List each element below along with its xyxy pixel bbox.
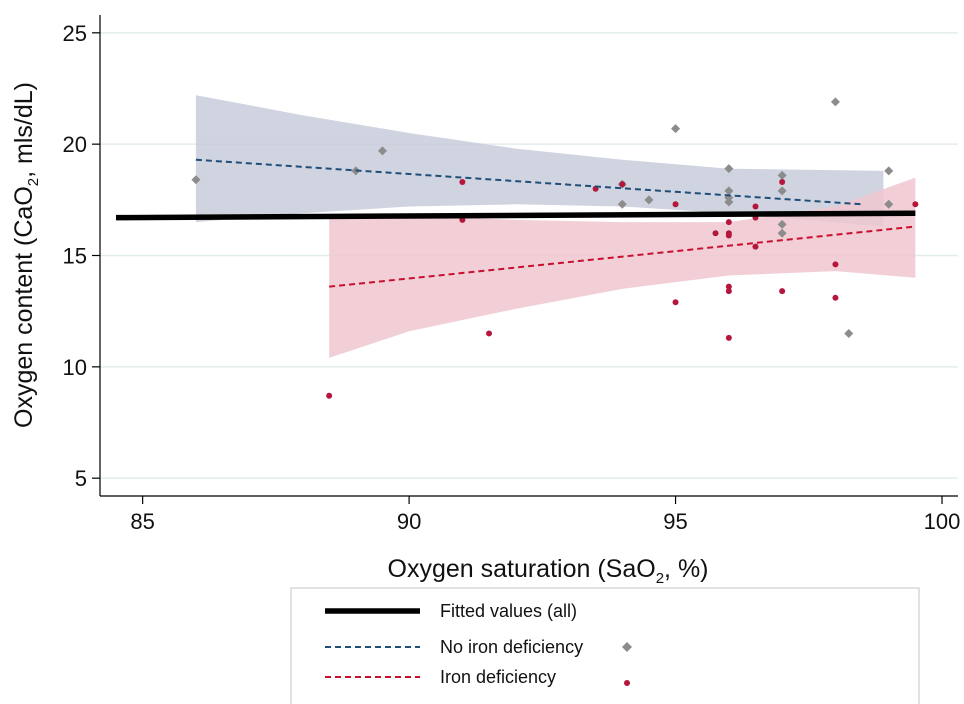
y-tick-label-5: 5 xyxy=(75,466,87,491)
fitted-line-fitted-values-all xyxy=(115,210,916,221)
point-no-iron-deficiency-16 xyxy=(844,328,854,338)
point-iron-deficiency-19 xyxy=(779,288,786,295)
legend-marker-no-iron xyxy=(622,642,632,652)
point-iron-deficiency-5 xyxy=(619,181,626,188)
y-tick-label-25: 25 xyxy=(63,21,87,46)
point-iron-deficiency-18 xyxy=(779,179,786,186)
x-axis-title-main: Oxygen saturation (SaO xyxy=(388,555,656,583)
point-iron-deficiency-6 xyxy=(672,201,679,208)
point-no-iron-deficiency-11 xyxy=(777,170,787,180)
x-tick-label-95: 95 xyxy=(663,509,687,534)
point-iron-deficiency-11 xyxy=(725,232,732,239)
point-no-iron-deficiency-3 xyxy=(617,199,627,209)
point-no-iron-deficiency-2 xyxy=(377,146,387,156)
point-iron-deficiency-20 xyxy=(832,261,839,268)
point-no-iron-deficiency-7 xyxy=(724,164,734,174)
y-axis-title-subscript: 2 xyxy=(25,178,42,186)
point-iron-deficiency-7 xyxy=(672,299,679,306)
confidence-bands xyxy=(195,95,916,358)
point-no-iron-deficiency-10 xyxy=(724,197,734,207)
ci-band-iron-deficiency xyxy=(329,177,916,358)
point-iron-deficiency-17 xyxy=(752,243,759,250)
x-tick-label-90: 90 xyxy=(397,509,421,534)
y-tick-label-10: 10 xyxy=(63,355,87,380)
x-axis-title-subscript: 2 xyxy=(656,570,664,587)
legend-label-no-iron: No iron deficiency xyxy=(440,637,583,657)
y-tick-label-20: 20 xyxy=(63,132,87,157)
point-iron-deficiency-12 xyxy=(725,283,732,290)
point-no-iron-deficiency-18 xyxy=(884,199,894,209)
point-no-iron-deficiency-12 xyxy=(777,186,787,196)
point-no-iron-deficiency-6 xyxy=(671,124,681,134)
point-no-iron-deficiency-5 xyxy=(644,195,654,205)
point-no-iron-deficiency-14 xyxy=(777,228,787,238)
legend-label-iron: Iron deficiency xyxy=(440,667,556,687)
legend-label-fitted-all: Fitted values (all) xyxy=(440,601,577,621)
point-iron-deficiency-21 xyxy=(832,294,839,301)
point-iron-deficiency-1 xyxy=(459,179,466,186)
x-tick-label-85: 85 xyxy=(130,509,154,534)
legend-marker-iron xyxy=(624,680,630,686)
point-no-iron-deficiency-15 xyxy=(830,97,840,107)
legend: Fitted values (all) No iron deficiency I… xyxy=(290,587,920,704)
data-points xyxy=(191,97,919,399)
point-no-iron-deficiency-8 xyxy=(724,186,734,196)
fitted-line-iron-deficiency xyxy=(329,225,916,288)
y-axis-title: Oxygen content (CaO2, mls/dL) xyxy=(10,82,42,428)
fitted-lines xyxy=(115,158,916,288)
point-iron-deficiency-9 xyxy=(725,219,732,226)
point-no-iron-deficiency-0 xyxy=(191,175,201,185)
y-axis-title-tail: , mls/dL) xyxy=(10,82,38,178)
ci-band-no-iron-deficiency xyxy=(195,95,884,227)
y-axis-title-main: Oxygen content (CaO xyxy=(10,186,38,428)
point-iron-deficiency-15 xyxy=(752,203,759,210)
x-axis-title-tail: , %) xyxy=(664,555,708,583)
x-axis-title: Oxygen saturation (SaO2, %) xyxy=(388,555,709,587)
x-tick-label-100: 100 xyxy=(924,509,961,534)
fitted-line-no-iron-deficiency xyxy=(195,158,863,206)
point-no-iron-deficiency-13 xyxy=(777,219,787,229)
ticks: 5 10 15 20 25 85 90 95 100 xyxy=(63,21,961,534)
point-iron-deficiency-13 xyxy=(725,288,732,295)
point-iron-deficiency-3 xyxy=(486,330,493,337)
point-iron-deficiency-22 xyxy=(912,201,919,208)
y-tick-label-15: 15 xyxy=(63,244,87,269)
point-iron-deficiency-14 xyxy=(725,334,732,341)
point-no-iron-deficiency-17 xyxy=(884,166,894,176)
point-iron-deficiency-0 xyxy=(326,392,333,399)
point-iron-deficiency-8 xyxy=(712,230,719,237)
